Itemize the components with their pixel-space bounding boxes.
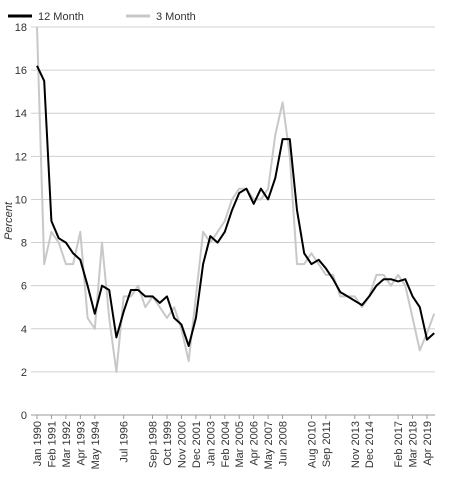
y-tick-label: 8 [21,238,27,250]
x-tick-label: Dec 2014 [364,421,376,468]
x-tick-label: Feb 2017 [393,421,405,467]
x-tick-label: Nov 2000 [176,421,188,468]
y-tick-label: 12 [15,151,27,163]
x-tick-label: Dec 2001 [191,421,203,468]
x-tick-label: Jan 1990 [32,421,44,466]
x-tick-label: Feb 1991 [46,421,58,467]
x-tick-label: Mar 2018 [408,421,420,467]
x-tick-label: Oct 1999 [162,421,174,466]
y-tick-label: 0 [21,410,27,422]
x-tick-label: Sep 1998 [148,421,160,468]
x-tick-label: Jun 2008 [278,421,290,466]
x-tick-label: Apr 1993 [75,421,87,466]
y-tick-label: 18 [15,22,27,34]
x-tick-label: Sep 2011 [321,421,333,467]
x-tick-label: Nov 2013 [350,421,362,468]
x-tick-label: Jan 2003 [205,421,217,466]
y-tick-label: 10 [15,194,27,206]
y-tick-label: 4 [21,324,27,336]
x-tick-label: May 1994 [90,421,102,469]
legend-label: 12 Month [38,11,84,23]
x-tick-label: Feb 2004 [220,421,232,467]
x-tick-label: Jul 1996 [119,421,131,463]
x-tick-label: Aug 2010 [306,421,318,468]
x-tick-label: Apr 2019 [422,421,434,466]
x-tick-label: Mar 2005 [234,421,246,467]
legend-label: 3 Month [156,11,196,23]
y-axis-label: Percent [3,201,15,240]
x-tick-label: May 2007 [263,421,275,469]
y-tick-label: 2 [21,367,27,379]
y-tick-label: 16 [15,65,27,77]
x-tick-label: Apr 2006 [249,421,261,466]
y-tick-label: 6 [21,281,27,293]
y-tick-label: 14 [15,108,27,120]
line-series [36,65,435,347]
x-tick-label: Mar 1992 [61,421,73,467]
